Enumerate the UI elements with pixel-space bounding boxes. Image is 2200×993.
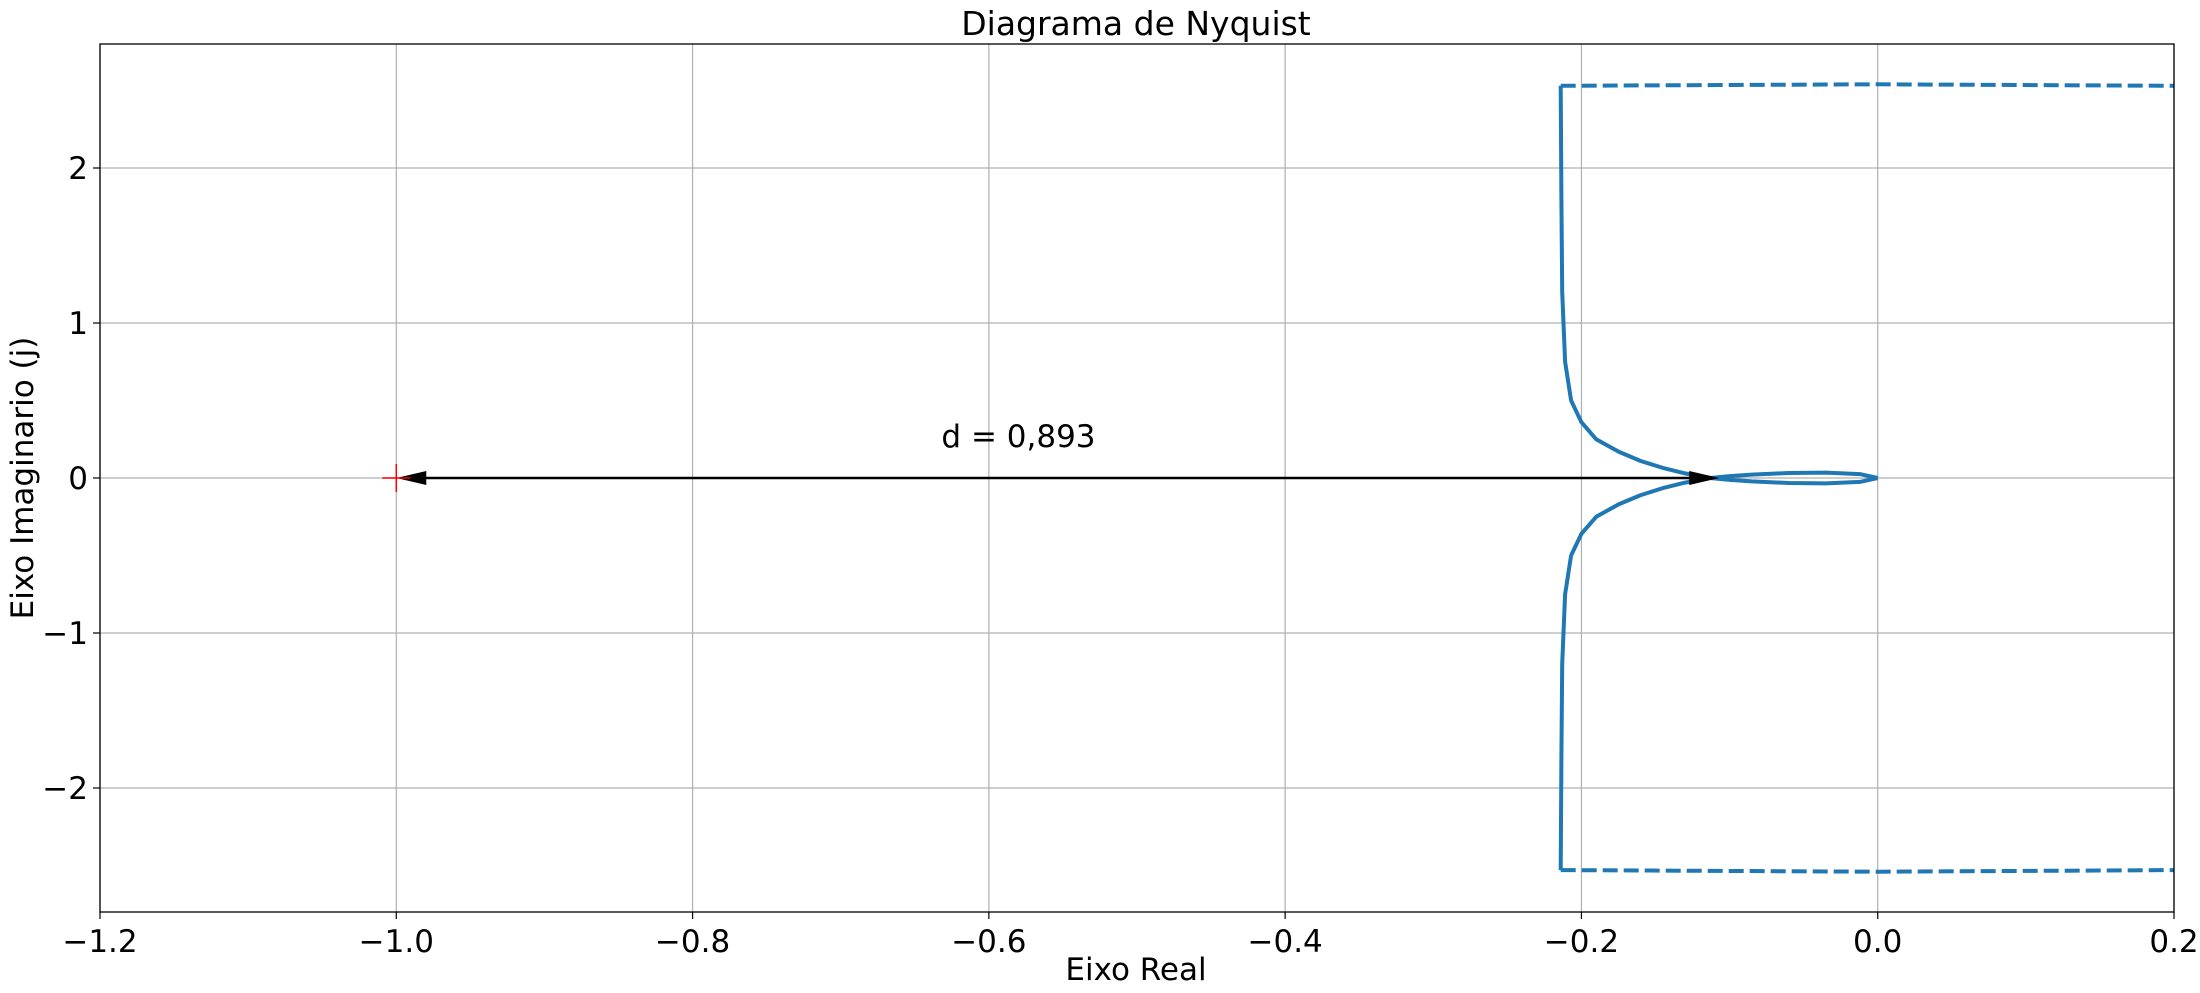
y-tick-label: 1 [68,306,88,342]
distance-annotation: d = 0,893 [941,419,1095,455]
chart-title: Diagrama de Nyquist [961,4,1311,43]
y-axis-ticks: −2 −1 0 1 2 [42,151,100,807]
x-tick-label: −1.2 [62,924,137,960]
y-tick-label: 0 [68,461,88,497]
axes-frame [99,43,2175,913]
plot-area: d = 0,893 [382,82,2175,874]
x-tick-label: 0.2 [2149,924,2198,960]
x-tick-label: 0.0 [1853,924,1902,960]
x-axis-label: Eixo Real [1065,952,1206,988]
nyquist-curve [1558,476,1879,871]
nyquist-dashed-curve [1560,82,2175,88]
x-axis-ticks: −1.2 −1.0 −0.8 −0.6 −0.4 −0.2 0.0 0.2 [62,912,2199,960]
distance-arrow-head-left [396,471,427,485]
y-tick-label: 2 [68,151,88,187]
y-axis-label: Eixo Imaginario (j) [5,337,41,620]
x-tick-label: −0.4 [1248,924,1323,960]
x-tick-label: −0.6 [951,924,1026,960]
x-tick-label: −0.2 [1544,924,1619,960]
x-tick-label: −1.0 [359,924,434,960]
y-tick-label: −2 [42,771,88,807]
nyquist-dashed-curve [1560,868,2175,874]
nyquist-curve [1558,85,1879,480]
x-tick-label: −0.8 [655,924,730,960]
distance-arrow-head-right [1689,471,1720,485]
y-tick-label: −1 [42,616,88,652]
